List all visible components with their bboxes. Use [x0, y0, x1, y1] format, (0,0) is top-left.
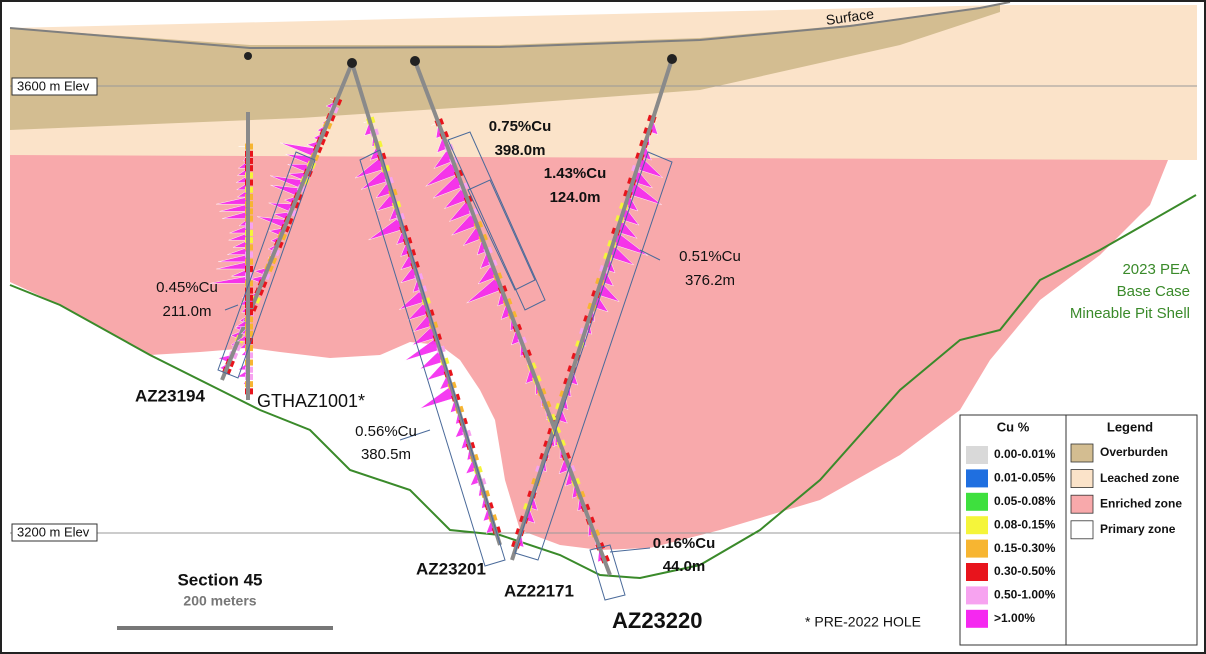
hole-label: AZ23201 [416, 559, 486, 578]
intercept-length: 398.0m [495, 142, 546, 159]
section-title: Section 45 [177, 570, 262, 589]
intercept-grade: 1.43%Cu [544, 165, 607, 182]
overburden [10, 5, 1000, 130]
intercept-length: 376.2m [685, 272, 735, 289]
legend-label: 0.00-0.01% [994, 447, 1056, 461]
hole-label: AZ23194 [135, 386, 205, 405]
surface-line [9, 1, 1011, 50]
elevation-box [11, 77, 98, 96]
intercept-grade: 0.45%Cu [156, 279, 218, 296]
intercept-grade: 0.56%Cu [355, 423, 417, 440]
legend-swatch [966, 492, 988, 511]
intercept-grade: 0.51%Cu [679, 248, 741, 265]
hole-label: AZ23220 [612, 608, 703, 633]
intercept-grade: 0.16%Cu [653, 535, 716, 552]
drill-hole [220, 62, 354, 381]
surface-label: Surface [825, 5, 875, 28]
legend-label: Overburden [1100, 445, 1168, 459]
legend-swatch [1070, 494, 1094, 514]
legend-swatch [1070, 469, 1094, 489]
enriched-zone [10, 150, 1170, 550]
scale-length: 200 meters [183, 593, 256, 609]
collars [244, 52, 677, 68]
intercept-length: 44.0m [663, 558, 706, 575]
legend-label: >1.00% [994, 611, 1035, 625]
pit-shell-label: Mineable Pit Shell [1070, 305, 1190, 322]
intercept-length: 211.0m [163, 303, 212, 320]
legend-label: 0.08-0.15% [994, 517, 1056, 531]
legend-label: Enriched zone [1100, 496, 1182, 510]
legend-label: 0.05-0.08% [994, 494, 1056, 508]
legend-label: Leached zone [1100, 471, 1180, 485]
note: * PRE-2022 HOLE [805, 614, 921, 630]
legend-title: Legend [1107, 419, 1153, 434]
legend-label: 0.50-1.00% [994, 588, 1056, 602]
intercept-grade: 0.75%Cu [489, 118, 552, 135]
hole-label: AZ22171 [504, 581, 574, 600]
legend-swatch [966, 586, 988, 605]
legend-swatch [966, 469, 988, 488]
legend-swatch [966, 563, 988, 581]
legend-title: Cu % [997, 419, 1030, 434]
legend-swatch [966, 516, 988, 535]
elevation-label: 3600 m Elev [17, 78, 90, 93]
legend-swatch [966, 539, 988, 558]
elevation-label: 3200 m Elev [17, 524, 90, 539]
hole-label: GTHAZ1001* [257, 391, 365, 411]
pit-shell-label: 2023 PEA [1122, 261, 1190, 278]
grade-trace [354, 120, 496, 534]
pit-shell-label: Base Case [1117, 283, 1190, 300]
legend-swatch [966, 609, 988, 628]
legend-swatch [1070, 443, 1094, 463]
drill-hole [350, 62, 502, 546]
intercept-length: 380.5m [361, 446, 411, 463]
drill-hole [510, 58, 674, 561]
elevation-box [11, 523, 98, 542]
legend-label: 0.01-0.05% [994, 471, 1056, 485]
legend-label: 0.30-0.50% [994, 564, 1056, 578]
legend-label: Primary zone [1100, 522, 1176, 536]
intercept-brackets [217, 131, 673, 601]
pit-shell [9, 194, 1197, 580]
legend-swatch [966, 446, 988, 464]
legend-swatch [1070, 520, 1094, 540]
drill-hole [413, 60, 612, 576]
intercept-length: 124.0m [550, 189, 601, 206]
legend-label: 0.15-0.30% [994, 541, 1056, 555]
grade-trace [425, 122, 605, 563]
drill-holes [209, 58, 674, 576]
